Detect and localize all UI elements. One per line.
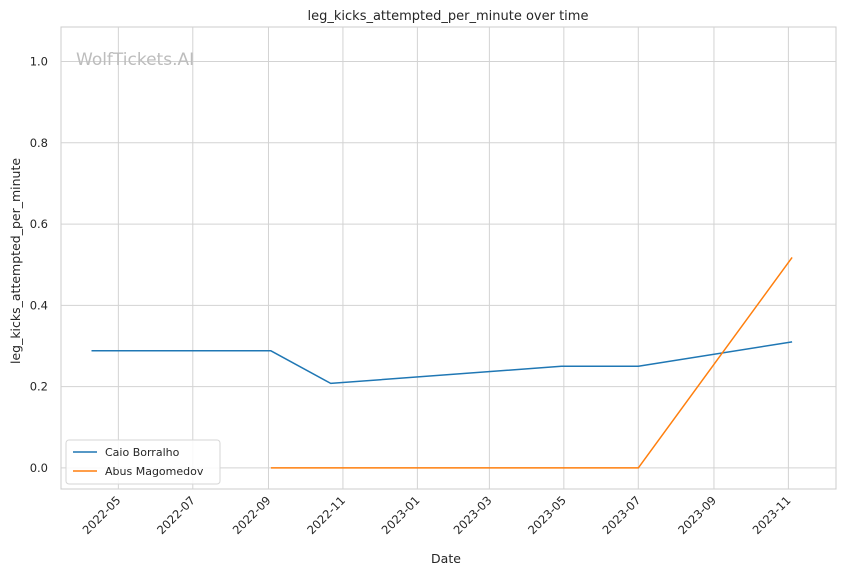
series-line-abus-magomedov [270,256,793,469]
x-tick-label: 2023-09 [675,493,719,537]
series-line-caio-borralho [91,341,793,385]
x-tick-label: 2023-03 [451,493,495,537]
y-tick-label: 0.2 [30,380,48,394]
legend-box [65,439,221,485]
x-tick-label: 2023-07 [600,493,644,537]
y-tick-label: 0.6 [30,217,48,231]
legend-label-abus-magomedov: Abus Magomedov [105,465,204,478]
legend: Caio Borralho Abus Magomedov [65,439,221,485]
x-axis-label: Date [431,551,461,566]
grid [61,27,836,489]
x-tick-label: 2022-09 [230,493,274,537]
x-tick-label: 2023-05 [525,493,569,537]
x-tick-label: 2023-11 [750,493,794,537]
x-axis-ticks: 2022-05 2022-07 2022-09 2022-11 2023-01 2023-… [80,493,794,537]
y-tick-label: 0.4 [30,298,48,312]
y-tick-label: 0.8 [30,136,48,150]
plot-area [60,26,837,490]
legend-label-caio-borralho: Caio Borralho [105,446,180,459]
x-tick-label: 2022-11 [304,493,348,537]
y-tick-label: 0.0 [30,461,48,475]
chart-title: leg_kicks_attempted_per_minute over time [308,9,589,24]
x-tick-label: 2023-01 [379,493,423,537]
series-layer [91,256,793,469]
watermark: WolfTickets.AI [76,50,194,70]
x-tick-label: 2022-07 [154,493,198,537]
y-axis-label: leg_kicks_attempted_per_minute [8,158,23,364]
y-axis-ticks: 0.0 0.2 0.4 0.6 0.8 1.0 [30,55,48,475]
y-tick-label: 1.0 [30,55,48,69]
x-tick-label: 2022-05 [80,493,124,537]
